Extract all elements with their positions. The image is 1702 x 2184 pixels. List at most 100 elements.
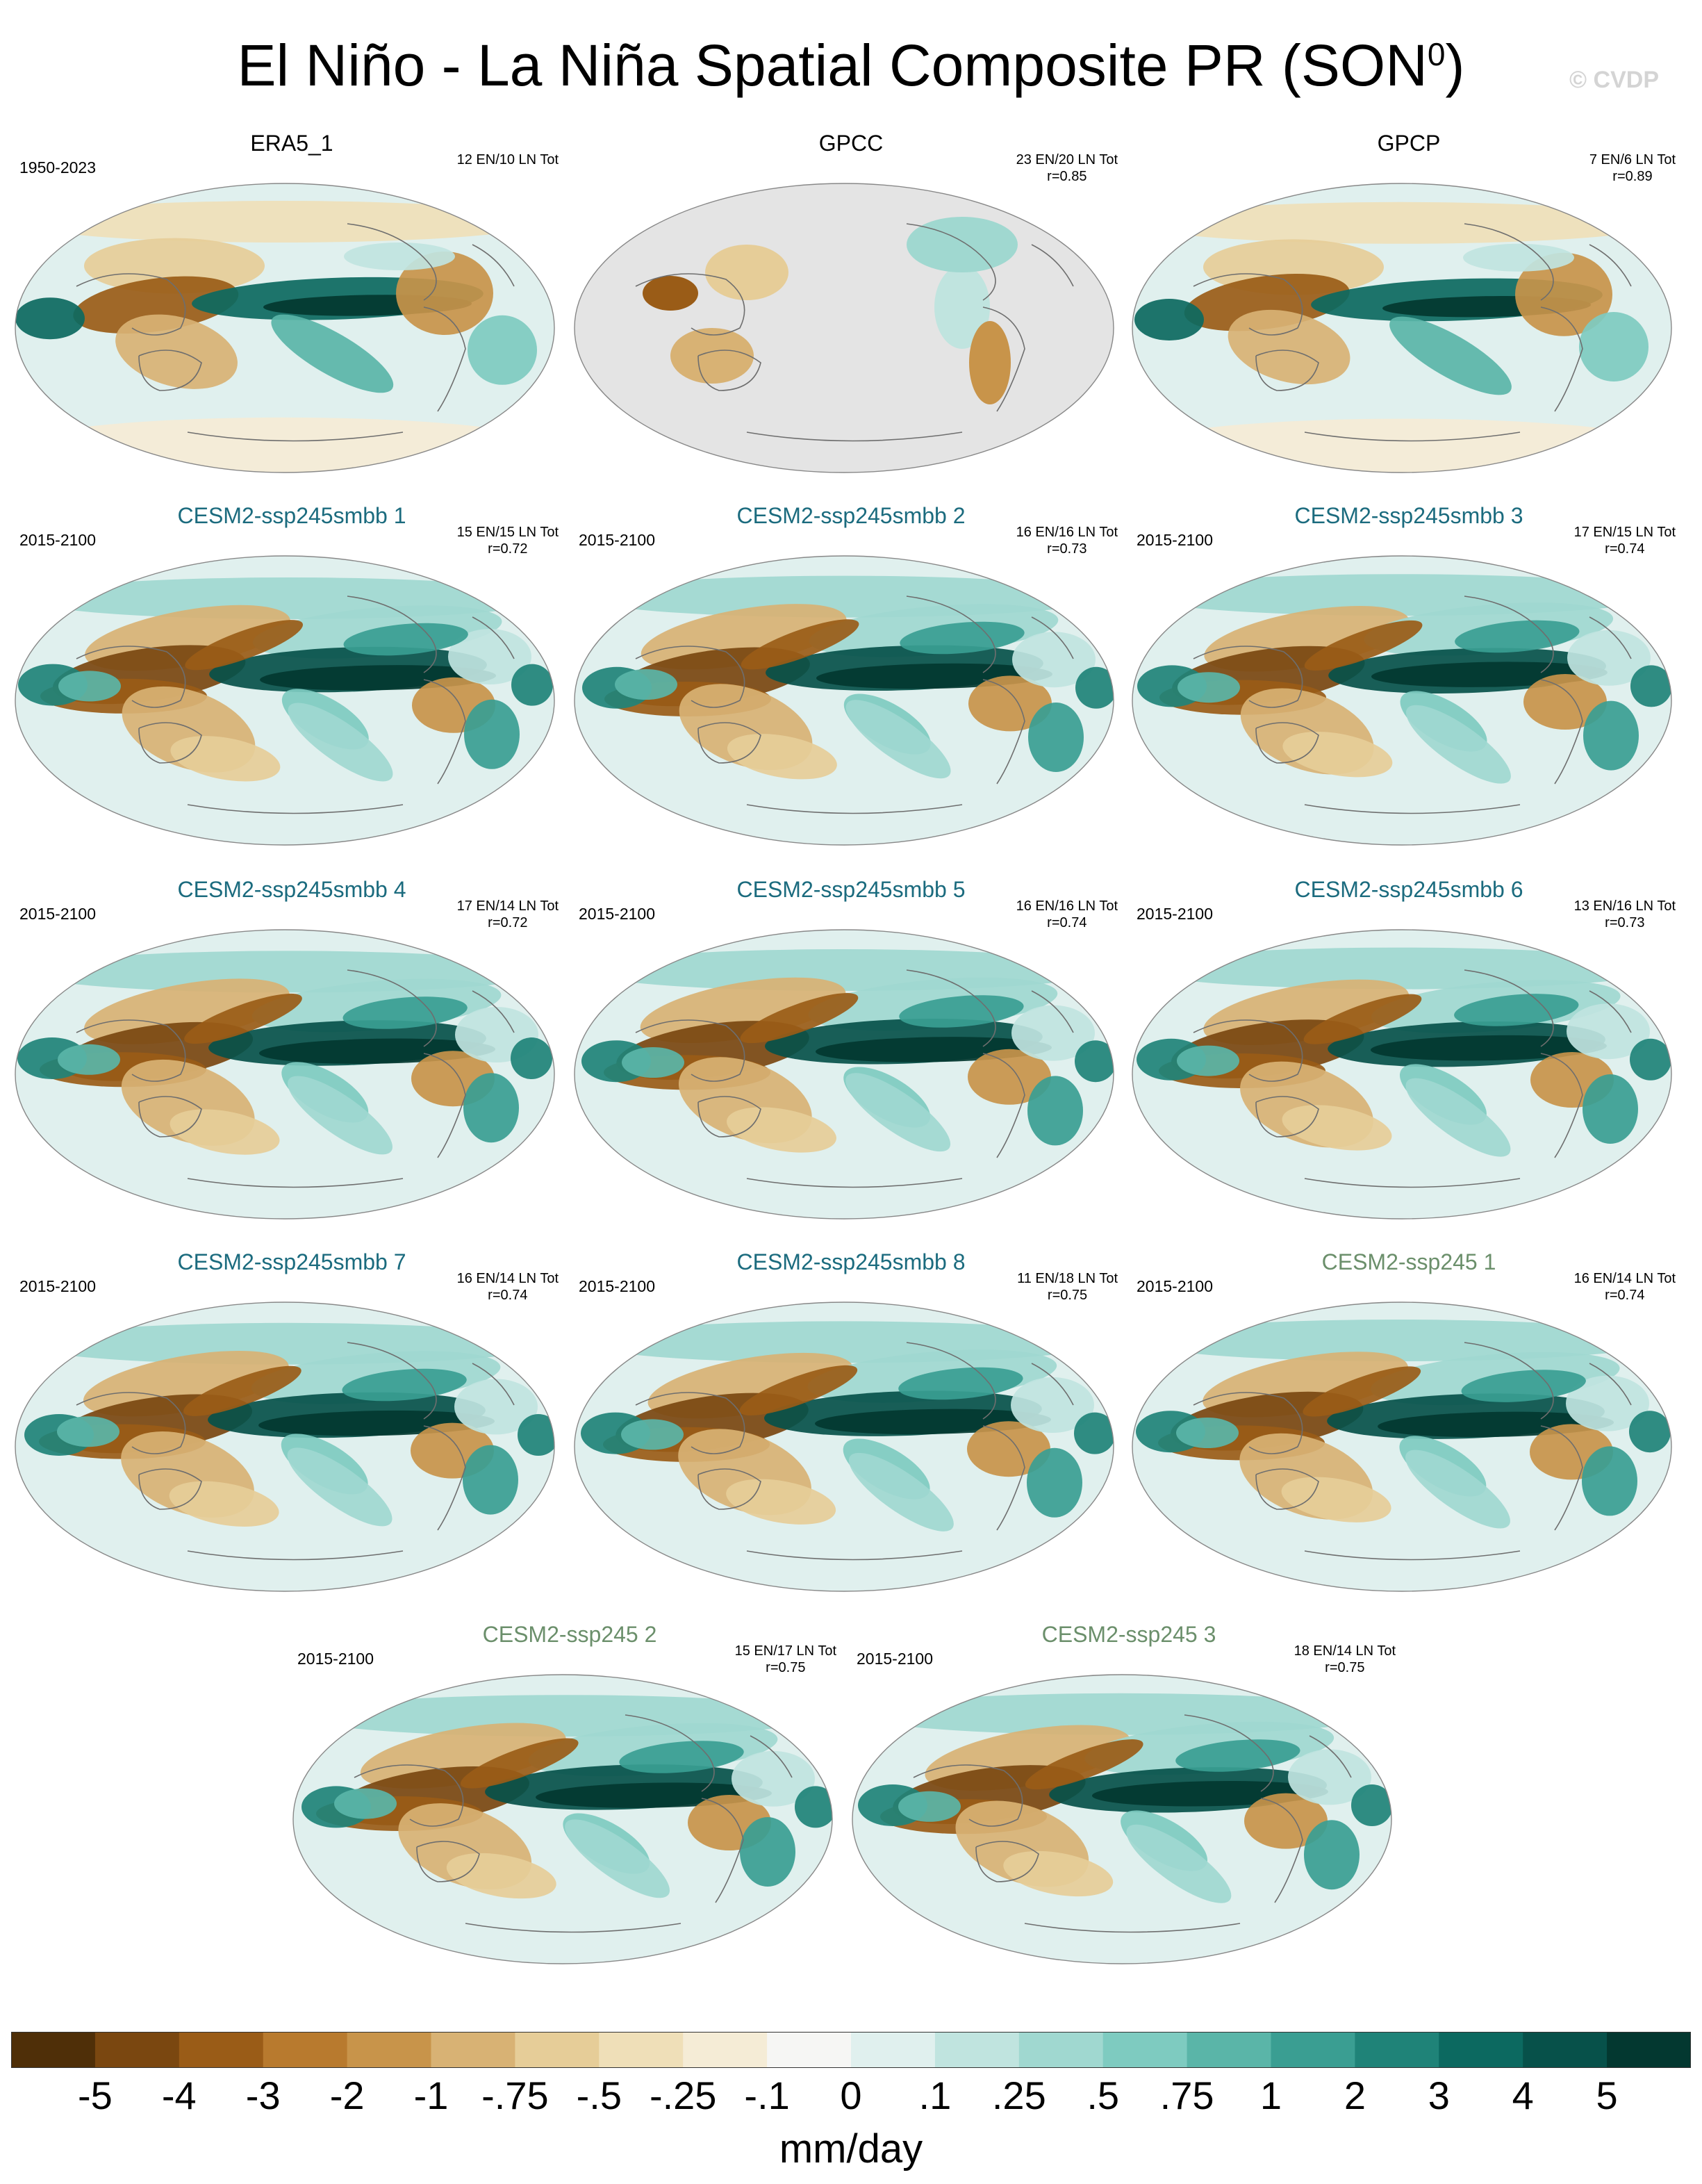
panel-title: CESM2-ssp245 3 xyxy=(1041,1622,1216,1647)
coastline xyxy=(347,969,437,1047)
precip-anomaly-region xyxy=(907,217,1018,272)
precip-anomaly-region xyxy=(511,664,553,706)
panel-counts-text: 23 EN/20 LN Tot xyxy=(1016,152,1118,167)
precip-anomaly-region xyxy=(1389,316,1512,395)
coastline xyxy=(1589,244,1632,287)
precip-anomaly-region xyxy=(288,1076,393,1155)
panel-event-counts: 12 EN/10 LN Tot xyxy=(457,151,559,168)
coastline xyxy=(187,1550,404,1561)
coastline xyxy=(1464,223,1554,301)
page-title: El Niño - La Niña Spatial Composite PR (… xyxy=(237,33,1465,98)
cvdp-watermark: © CVDP xyxy=(1569,67,1659,93)
precip-anomaly-region xyxy=(518,1414,554,1456)
coastline xyxy=(1304,804,1521,814)
coastline xyxy=(1255,722,1319,764)
coastline xyxy=(1255,1096,1319,1138)
coastline xyxy=(1193,273,1303,336)
map-panel: CESM2-ssp245 1 2015-2100 16 EN/14 LN Tot r=… xyxy=(1131,1248,1687,1623)
precip-anomaly-region xyxy=(732,1750,815,1807)
panel-period: 2015-2100 xyxy=(19,1277,96,1295)
precip-anomaly-region xyxy=(1135,947,1663,990)
map-panel: CESM2-ssp245smbb 1 2015-2100 15 EN/15 LN T… xyxy=(14,502,570,877)
precip-anomaly-region xyxy=(741,619,859,670)
coastline xyxy=(1260,1798,1303,1903)
map-panel: CESM2-ssp245smbb 8 2015-2100 11 EN/18 LN T… xyxy=(573,1248,1129,1623)
precip-anomaly-region xyxy=(271,314,394,393)
map-panel: CESM2-ssp245smbb 5 2015-2100 16 EN/16 LN T… xyxy=(573,876,1129,1251)
coastline xyxy=(1464,596,1554,673)
panel-correlation: r=0.74 xyxy=(488,1288,528,1303)
panel-map xyxy=(574,183,1114,473)
panel-event-counts: 16 EN/14 LN Tot r=0.74 xyxy=(457,1270,559,1304)
colorbar-tick-label: -5 xyxy=(77,2074,113,2117)
precip-anomaly-region xyxy=(934,265,990,349)
coastline xyxy=(982,679,1025,785)
precip-anomaly-region xyxy=(969,321,1011,404)
precip-anomaly-region xyxy=(1630,665,1671,707)
precip-anomaly-region xyxy=(1583,1074,1638,1144)
map-panel: CESM2-ssp245 3 2015-2100 18 EN/14 LN Tot r=… xyxy=(851,1620,1407,1996)
panel-map xyxy=(15,183,555,473)
coastline xyxy=(347,223,437,301)
panel-counts-text: 18 EN/14 LN Tot xyxy=(1294,1643,1396,1659)
precip-anomaly-region xyxy=(1137,202,1664,244)
coastline xyxy=(1304,432,1521,442)
coastline xyxy=(76,1019,186,1082)
coastline xyxy=(625,1714,715,1792)
colorbar-segment xyxy=(1523,2032,1608,2068)
panel-correlation: r=0.85 xyxy=(1047,169,1087,184)
precip-anomaly-region xyxy=(726,1479,836,1525)
precip-anomaly-region xyxy=(1567,1003,1650,1060)
precip-anomaly-region xyxy=(460,1738,579,1789)
colorbar-tick-label: -1 xyxy=(413,2074,449,2117)
panel-counts-text: 15 EN/17 LN Tot xyxy=(734,1643,836,1659)
precip-anomaly-region xyxy=(360,1723,566,1789)
coastline xyxy=(1193,1019,1303,1082)
map-border xyxy=(574,555,1114,846)
precip-anomaly-region xyxy=(1138,791,1666,845)
colorbar-tick-label: -.1 xyxy=(744,2074,790,2117)
panel-event-counts: 13 EN/16 LN Tot r=0.73 xyxy=(1574,898,1676,931)
precip-anomaly-region xyxy=(1244,1793,1328,1849)
precip-anomaly-region xyxy=(1566,1375,1649,1431)
precip-anomaly-region xyxy=(468,315,537,385)
panel-period: 2015-2100 xyxy=(579,1277,655,1295)
coastline xyxy=(138,722,202,764)
panel-correlation: r=0.73 xyxy=(1605,915,1645,930)
precip-anomaly-region xyxy=(670,328,754,384)
precip-anomaly-region xyxy=(183,1365,301,1416)
coastline xyxy=(1540,1053,1583,1158)
panel-correlation: r=0.72 xyxy=(488,915,528,930)
colorbar-segment xyxy=(179,2032,264,2068)
precip-anomaly-region xyxy=(1126,1824,1232,1903)
coastline xyxy=(697,722,761,764)
missing-ocean-area xyxy=(575,183,1114,473)
map-border xyxy=(1132,929,1672,1220)
precip-anomaly-region xyxy=(58,1044,120,1075)
precip-anomaly-region xyxy=(740,993,859,1044)
coastline xyxy=(1589,990,1632,1033)
map-panel: CESM2-ssp245smbb 3 2015-2100 17 EN/15 LN T… xyxy=(1131,502,1687,877)
precip-anomaly-region xyxy=(185,620,303,671)
colorbar-tick-label: 4 xyxy=(1512,2074,1534,2117)
coastline xyxy=(187,804,404,814)
map-panel: CESM2-ssp245 2 2015-2100 15 EN/17 LN Tot r=… xyxy=(292,1620,848,1996)
precip-anomaly-region xyxy=(1303,994,1422,1044)
coastline xyxy=(472,616,515,659)
coastline xyxy=(635,1019,745,1082)
coastline xyxy=(697,1096,761,1138)
colorbar-segment xyxy=(263,2032,348,2068)
precip-anomaly-region xyxy=(1281,1477,1391,1522)
map-border xyxy=(15,929,555,1220)
colorbar-tick-label: -.5 xyxy=(576,2074,622,2117)
panel-event-counts: 16 EN/16 LN Tot r=0.74 xyxy=(1016,898,1118,931)
coastline xyxy=(416,1841,480,1882)
precip-anomaly-region xyxy=(641,604,847,670)
precip-anomaly-region xyxy=(288,703,393,782)
coastline xyxy=(347,596,437,673)
map-border xyxy=(292,1674,833,1964)
precip-anomaly-region xyxy=(463,1073,519,1143)
coastline xyxy=(1255,350,1319,391)
panel-event-counts: 23 EN/20 LN Tot r=0.85 xyxy=(1016,151,1118,185)
precip-anomaly-region xyxy=(1027,1447,1082,1518)
